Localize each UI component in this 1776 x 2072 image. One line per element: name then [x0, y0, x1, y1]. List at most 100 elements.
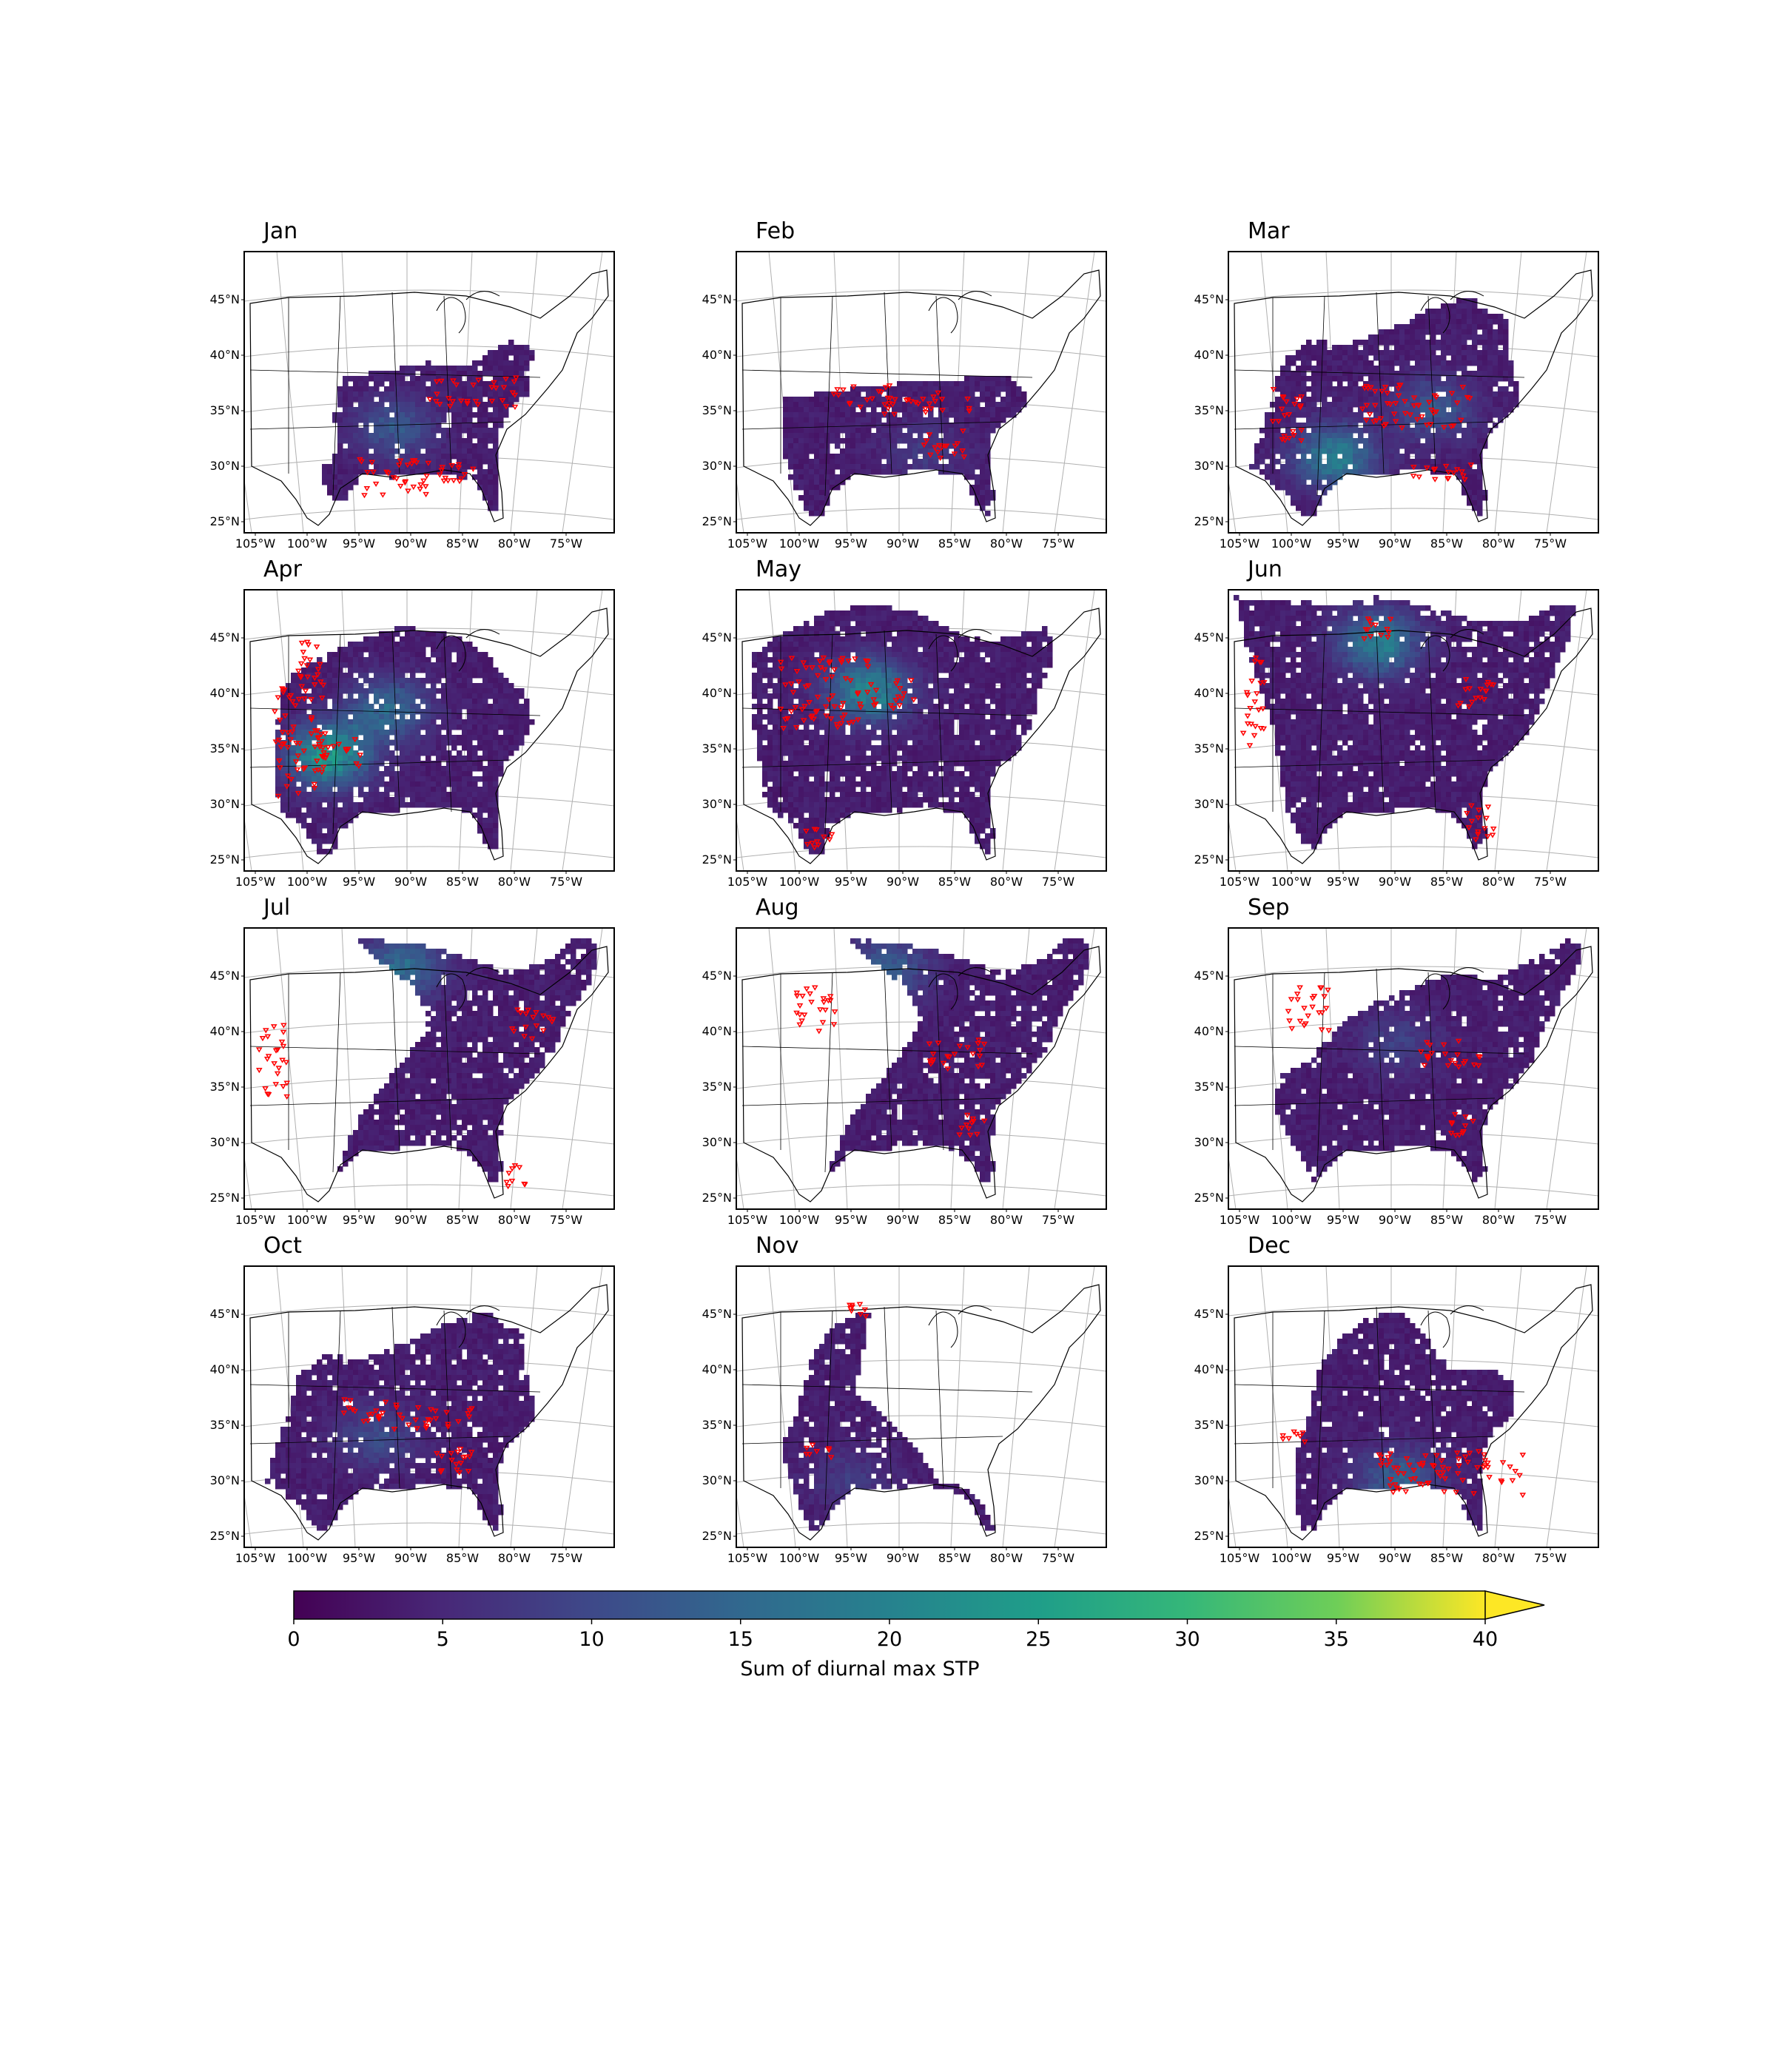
lon-label: 90°W: [1379, 1551, 1411, 1565]
coastline-borders: [249, 608, 609, 864]
lat-label: 35°N: [210, 1080, 240, 1094]
lon-label: 80°W: [990, 536, 1023, 551]
lat-label: 45°N: [1194, 292, 1224, 306]
stp-field: [783, 376, 1027, 517]
lon-label: 100°W: [779, 1551, 820, 1565]
colorbar-tick-label: 30: [1174, 1628, 1200, 1651]
lat-label: 40°N: [210, 686, 240, 700]
colorbar-label: Sum of diurnal max STP: [740, 1658, 979, 1681]
lon-label: 80°W: [498, 1213, 531, 1227]
lat-label: 40°N: [702, 1362, 732, 1376]
lon-label: 80°W: [498, 536, 531, 551]
lon-label: 95°W: [1327, 1551, 1359, 1565]
stp-field: [783, 1313, 996, 1531]
lon-label: 100°W: [1271, 1213, 1312, 1227]
tornado-reports: [830, 383, 973, 462]
colorbar-tick-label: 40: [1473, 1628, 1498, 1651]
panel-title: Dec: [1248, 1233, 1291, 1259]
tornado-reports: [1269, 383, 1475, 483]
lon-label: 95°W: [343, 536, 375, 551]
lon-label: 90°W: [394, 875, 427, 889]
lat-label: 45°N: [702, 630, 732, 645]
lat-label: 30°N: [702, 1473, 732, 1487]
panel-title: Apr: [263, 556, 303, 582]
panel-frame: [243, 251, 615, 534]
lon-label: 80°W: [990, 1551, 1023, 1565]
lat-label: 30°N: [210, 459, 240, 473]
lon-label: 90°W: [887, 536, 919, 551]
lon-label: 85°W: [1430, 1213, 1463, 1227]
colorbar-gradient: [294, 1591, 1485, 1619]
lon-label: 85°W: [938, 536, 971, 551]
lon-label: 105°W: [235, 875, 276, 889]
coastline-borders: [1234, 269, 1593, 526]
lon-label: 105°W: [235, 1551, 276, 1565]
lon-label: 95°W: [1327, 1213, 1359, 1227]
lon-label: 75°W: [550, 875, 582, 889]
map-panel-dec: Dec 45°N 40°N 35°N 30°N 25°N 105°W 100°W 95°W 90°…: [1194, 1233, 1599, 1565]
stp-field: [1234, 595, 1576, 850]
lat-label: 45°N: [702, 292, 732, 306]
lon-label: 90°W: [887, 1551, 919, 1565]
stp-field: [322, 340, 535, 511]
colorbar-tick-label: 10: [579, 1628, 604, 1651]
lat-label: 25°N: [210, 514, 240, 528]
lon-label: 100°W: [779, 536, 820, 551]
lat-label: 45°N: [702, 1307, 732, 1321]
lat-label: 30°N: [210, 1135, 240, 1149]
coastline-borders: [249, 269, 609, 526]
lon-label: 105°W: [1220, 1551, 1260, 1565]
lon-label: 105°W: [1220, 875, 1260, 889]
lon-label: 95°W: [1327, 875, 1359, 889]
lat-label: 25°N: [702, 514, 732, 528]
map-panel-jul: Jul 45°N 40°N 35°N 30°N 25°N 105°W 100°W 95°W 90°…: [210, 895, 615, 1227]
lon-label: 75°W: [1042, 536, 1074, 551]
lon-label: 75°W: [1534, 875, 1567, 889]
lon-label: 100°W: [779, 875, 820, 889]
map-panel-jan: Jan 45°N 40°N 35°N 30°N 25°N 105°W 100°W 95°W 90°…: [210, 218, 615, 551]
lat-label: 45°N: [1194, 969, 1224, 983]
lon-label: 100°W: [1271, 875, 1312, 889]
lat-label: 25°N: [1194, 1529, 1224, 1543]
map-panel-aug: Aug 45°N 40°N 35°N 30°N 25°N 105°W 100°W 95°W 90°…: [702, 895, 1107, 1227]
lon-label: 90°W: [1379, 1213, 1411, 1227]
lat-label: 25°N: [1194, 514, 1224, 528]
lon-label: 85°W: [446, 1551, 479, 1565]
lat-label: 40°N: [210, 1024, 240, 1038]
lon-label: 85°W: [938, 875, 971, 889]
stp-field: [275, 626, 535, 855]
lon-label: 95°W: [835, 536, 867, 551]
lon-label: 85°W: [1430, 875, 1463, 889]
lon-label: 75°W: [1534, 1213, 1567, 1227]
lon-label: 100°W: [779, 1213, 820, 1227]
lat-label: 35°N: [210, 403, 240, 417]
lat-label: 35°N: [1194, 403, 1224, 417]
lat-label: 30°N: [1194, 1473, 1224, 1487]
panel-frame: [1228, 589, 1599, 872]
lon-label: 85°W: [938, 1551, 971, 1565]
tornado-reports: [803, 1302, 870, 1461]
colorbar: 0 5 10 15 20 25 30 35 40 Sum of diurnal max STP: [287, 1590, 1545, 1681]
lon-label: 90°W: [887, 875, 919, 889]
lat-label: 25°N: [210, 1191, 240, 1205]
graticule: [736, 1266, 1106, 1547]
lon-label: 95°W: [343, 1551, 375, 1565]
stp-field: [265, 1313, 535, 1531]
panel-frame: [736, 927, 1107, 1210]
lat-label: 30°N: [1194, 797, 1224, 811]
lat-label: 30°N: [702, 1135, 732, 1149]
lon-label: 75°W: [1534, 536, 1567, 551]
lat-label: 35°N: [210, 1418, 240, 1432]
coastline-borders: [1234, 1284, 1593, 1541]
colorbar-tick-label: 25: [1026, 1628, 1051, 1651]
lon-label: 80°W: [1482, 875, 1515, 889]
lon-label: 75°W: [550, 536, 582, 551]
lat-label: 40°N: [702, 1024, 732, 1038]
lat-label: 35°N: [1194, 1080, 1224, 1094]
lon-label: 105°W: [727, 1551, 768, 1565]
panel-frame: [736, 589, 1107, 872]
colorbar-extend-arrow: [1484, 1590, 1545, 1620]
map-panel-jun: Jun 45°N 40°N 35°N 30°N 25°N 105°W 100°W 95°W 90°…: [1194, 556, 1599, 889]
lat-label: 25°N: [1194, 1191, 1224, 1205]
lat-label: 30°N: [210, 1473, 240, 1487]
